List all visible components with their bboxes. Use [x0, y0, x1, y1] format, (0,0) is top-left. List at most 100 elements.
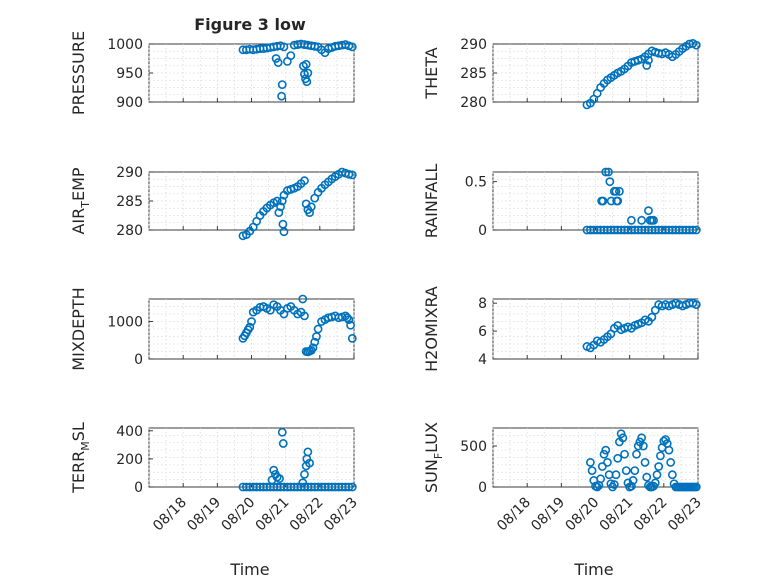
data-point — [611, 186, 621, 196]
data-point — [592, 482, 602, 492]
data-point — [274, 208, 284, 217]
data-point — [344, 482, 354, 492]
data-point — [302, 77, 312, 87]
data-point — [306, 202, 316, 212]
x-axis-label-left: Time — [229, 560, 269, 579]
data-point — [300, 176, 309, 186]
y-tick-label: 950 — [116, 66, 143, 82]
x-tick-label: 08/23 — [321, 495, 361, 535]
data-point — [301, 59, 311, 69]
data-point — [615, 186, 624, 196]
data-point — [596, 474, 606, 484]
y-tick-label: 0.5 — [465, 175, 487, 191]
data-point — [344, 315, 354, 325]
y-tick-label: 0 — [478, 223, 487, 239]
data-point — [621, 466, 631, 476]
data-point — [279, 42, 289, 52]
y-axis-label: THETA — [422, 47, 441, 99]
data-point — [611, 470, 621, 480]
y-tick-label: 290 — [116, 165, 143, 181]
subplot-mixdepth: 0 1000 MIXDEPTH — [69, 287, 357, 371]
x-tick-label: 08/21 — [597, 495, 637, 535]
y-tick-label: 0 — [134, 352, 143, 368]
data-point — [599, 449, 609, 459]
data-point — [300, 311, 309, 321]
data-point — [303, 68, 313, 78]
data-point — [346, 320, 355, 330]
data-point — [666, 458, 676, 467]
data-point — [298, 478, 308, 488]
y-tick-label: 400 — [116, 424, 143, 440]
data-point — [310, 337, 320, 347]
x-tick-label: 08/23 — [665, 495, 705, 535]
data-point — [286, 51, 296, 60]
y-tick-label: 285 — [116, 194, 143, 210]
subplot-air-temp: 280 285 290 AIRTEMP — [69, 165, 357, 241]
data-point — [691, 225, 701, 235]
x-tick-label: 08/18 — [150, 495, 190, 535]
data-point — [347, 333, 357, 343]
data-point — [656, 451, 665, 461]
x-tick-label: 08/22 — [287, 495, 327, 535]
data-point — [269, 465, 279, 475]
data-point — [642, 472, 652, 482]
data-point — [278, 439, 288, 448]
data-point — [305, 458, 314, 468]
x-tick-label: 08/18 — [494, 495, 534, 535]
data-point — [277, 427, 287, 437]
data-point — [587, 466, 597, 476]
y-tick-label: 900 — [116, 95, 143, 111]
data-point — [688, 225, 698, 235]
data-point — [605, 177, 615, 187]
data-point — [628, 476, 638, 485]
data-point — [247, 317, 256, 326]
y-tick-label: 290 — [460, 37, 487, 53]
y-axis-label: AIRTEMP — [69, 167, 92, 234]
data-point — [347, 170, 357, 180]
subplot-h2omixra: 4 6 8 H2OMIXRA — [422, 286, 701, 372]
y-tick-label: 0 — [478, 480, 487, 496]
data-point — [691, 40, 701, 50]
data-point — [633, 441, 643, 451]
data-point — [644, 206, 653, 216]
data-point — [347, 42, 357, 52]
data-point — [313, 324, 323, 334]
data-point — [612, 196, 622, 206]
data-point — [652, 470, 662, 480]
data-point — [245, 322, 255, 332]
x-tick-label: 08/20 — [218, 495, 258, 535]
data-point — [613, 453, 623, 463]
data-point — [277, 80, 287, 89]
data-point — [277, 91, 286, 101]
x-tick-label: 08/21 — [253, 495, 293, 535]
data-point — [616, 429, 626, 439]
data-point — [620, 449, 629, 459]
data-point — [661, 435, 670, 444]
y-axis-label: PRESSURE — [69, 31, 88, 115]
data-point — [308, 343, 318, 353]
data-point — [310, 41, 320, 51]
y-tick-label: 285 — [460, 66, 487, 82]
subplot-rainfall: 0 0.5 RAINFALL — [422, 164, 701, 239]
data-point — [650, 478, 660, 488]
data-point — [618, 433, 628, 443]
y-axis-label: SUNFLUX — [422, 422, 445, 493]
subplot-pressure: 900 950 1000 PRESSURE — [69, 31, 357, 115]
y-tick-label: 200 — [116, 452, 143, 468]
data-point — [298, 294, 308, 304]
subplot-theta: 280 285 290 THETA — [422, 37, 701, 111]
data-point — [637, 215, 647, 225]
data-point — [647, 312, 657, 322]
data-point — [637, 433, 647, 443]
data-point — [609, 480, 619, 489]
y-tick-label: 0 — [134, 480, 143, 496]
y-tick-label: 8 — [478, 296, 487, 312]
data-point — [305, 208, 314, 217]
y-axis-label: TERRMSL — [69, 422, 92, 494]
data-point — [277, 196, 287, 206]
data-point — [626, 215, 636, 225]
y-axis-label: RAINFALL — [422, 164, 441, 239]
data-point — [601, 445, 611, 455]
x-tick-label: 08/22 — [631, 495, 671, 535]
